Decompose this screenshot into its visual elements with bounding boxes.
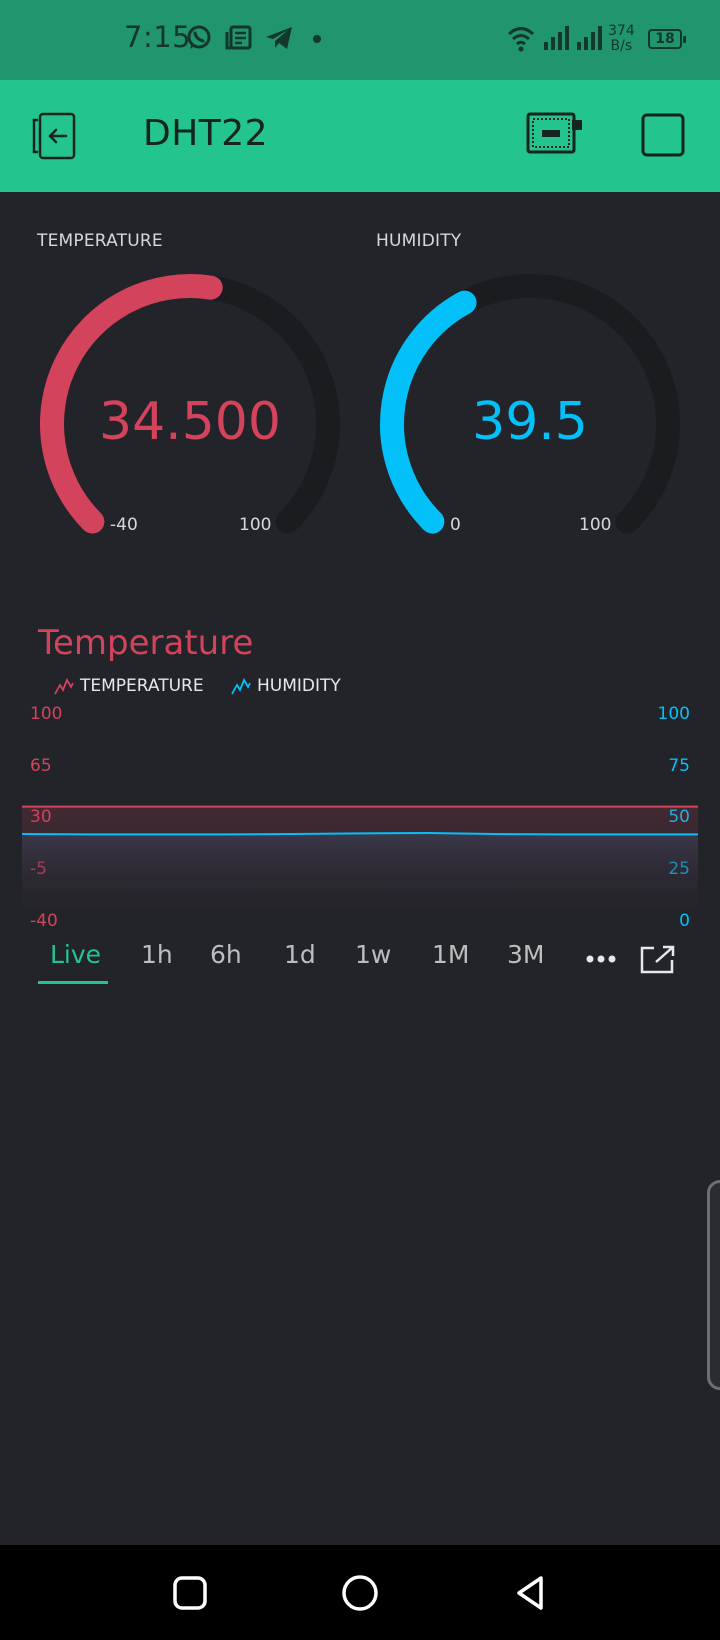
legend-item-humidity[interactable]: HUMIDITY	[231, 676, 341, 696]
whatsapp-icon	[187, 25, 211, 49]
range-tab-6h[interactable]: 6h	[210, 940, 242, 969]
gauge-max: 100	[579, 515, 612, 535]
range-tab-1w[interactable]: 1w	[355, 940, 392, 969]
chart-title: Temperature	[38, 623, 254, 663]
range-tab-1m[interactable]: 1M	[432, 940, 470, 969]
gauge-fill	[40, 274, 223, 534]
battery-level: 18	[655, 31, 675, 47]
gauge-min: -40	[110, 515, 138, 535]
network-speed-value: 374	[608, 23, 635, 39]
line-chart-icon	[54, 677, 74, 695]
gauge-fill	[380, 290, 477, 534]
gauge-max: 100	[239, 515, 272, 535]
range-tab-3m[interactable]: 3M	[507, 940, 545, 969]
battery-icon: 18	[648, 29, 686, 49]
more-icon[interactable]	[585, 953, 617, 965]
series-area-humidity	[22, 833, 698, 913]
gauge-label: HUMIDITY	[376, 231, 462, 251]
range-tab-1h[interactable]: 1h	[141, 940, 173, 969]
active-tab-indicator	[38, 981, 108, 984]
humidity-gauge-arc	[380, 274, 680, 534]
gauge-min: 0	[450, 515, 461, 535]
legend-label: HUMIDITY	[257, 676, 341, 696]
humidity-value: 39.5	[472, 392, 588, 452]
legend-item-temperature[interactable]: TEMPERATURE	[54, 676, 204, 696]
device-board-icon[interactable]	[524, 110, 584, 156]
telegram-icon	[266, 27, 292, 49]
back-button[interactable]	[511, 1573, 551, 1613]
news-icon	[225, 25, 252, 50]
temperature-gauge-arc	[40, 274, 340, 534]
scroll-handle[interactable]	[707, 1180, 720, 1390]
square-icon[interactable]	[640, 112, 686, 158]
line-chart-icon	[231, 677, 251, 695]
wifi-icon	[507, 27, 535, 52]
signal-icon	[544, 26, 569, 50]
home-button[interactable]	[340, 1573, 380, 1613]
chart-plot-area[interactable]	[22, 700, 698, 930]
temperature-value: 34.500	[99, 392, 281, 452]
right-axis-tick: 100	[657, 704, 690, 724]
dot-icon	[313, 35, 321, 43]
signal-icon	[577, 26, 602, 50]
right-axis-tick: 0	[679, 911, 690, 931]
app-header: DHT22	[0, 80, 720, 192]
status-bar: 7:15 374 B/s 18	[0, 0, 720, 80]
left-axis-tick: 65	[30, 756, 52, 776]
system-nav-bar	[0, 1545, 720, 1640]
range-tab-live[interactable]: Live	[50, 940, 102, 969]
gauge-label: TEMPERATURE	[37, 231, 163, 251]
exit-icon[interactable]	[30, 110, 82, 162]
legend-label: TEMPERATURE	[80, 676, 204, 696]
left-axis-tick: -40	[30, 911, 58, 931]
right-axis-tick: 75	[668, 756, 690, 776]
left-axis-tick: 100	[30, 704, 63, 724]
page-title: DHT22	[143, 113, 269, 154]
range-tab-1d[interactable]: 1d	[284, 940, 316, 969]
expand-icon[interactable]	[640, 944, 676, 974]
series-line-humidity	[22, 831, 698, 836]
network-speed: 374 B/s	[608, 24, 635, 54]
network-speed-unit: B/s	[610, 38, 633, 54]
recents-button[interactable]	[170, 1573, 210, 1613]
status-time: 7:15	[124, 20, 192, 54]
